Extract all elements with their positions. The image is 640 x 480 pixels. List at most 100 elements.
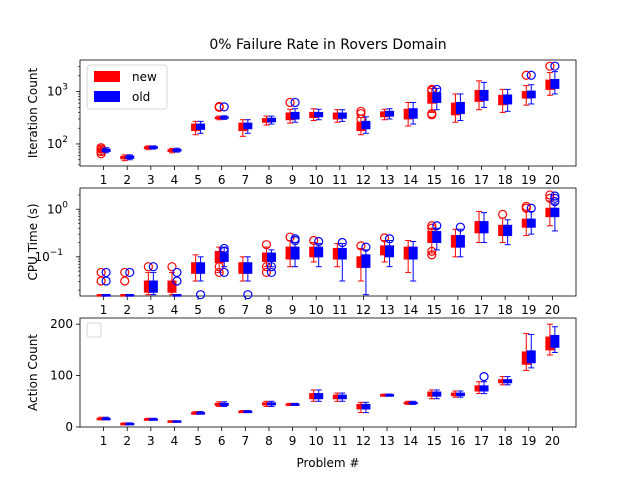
box-old-19 [526,70,536,105]
box-old-8 [266,400,276,407]
outlier-point [379,233,390,243]
box-old-19 [526,333,536,369]
box-old-6 [219,243,229,278]
box-old-5 [196,120,206,134]
x-tick-label: 7 [242,434,250,448]
x-tick-label: 1 [100,173,108,187]
x-tick-label: 12 [356,173,371,187]
x-tick-label: 1 [100,434,108,448]
box-new-1 [96,267,106,297]
outlier-point [545,61,555,71]
box-old-1 [101,147,111,154]
box-old-14 [408,101,418,125]
plot-frame [79,187,577,297]
x-tick-label: 4 [171,434,179,448]
box-old-13 [384,234,395,268]
outlier-point [309,235,319,246]
box-iqr [550,334,560,348]
x-tick-label: 4 [171,303,179,317]
x-tick-label: 5 [194,434,202,448]
box-old-3 [148,417,158,421]
outlier-point [545,193,555,203]
box-old-10 [314,108,324,121]
x-tick-label: 19 [521,434,536,448]
outlier-point [314,236,324,247]
x-tick-label: 10 [309,303,324,317]
outlier-point [172,267,182,278]
x-axis-label: Problem # [297,456,360,470]
outlier-point [214,101,224,112]
x-tick-label: 10 [309,434,324,448]
outlier-point [550,196,560,207]
box-old-18 [503,376,513,386]
box-old-11 [337,392,347,402]
outlier-point [455,222,466,232]
box-new-19 [521,70,531,106]
x-tick-label: 18 [498,434,513,448]
outlier-point [356,106,366,116]
x-tick-label: 11 [332,434,347,448]
outlier-point [285,97,295,108]
box-old-11 [337,109,347,122]
box-old-9 [290,402,300,406]
plot-frame [79,317,577,428]
x-tick-label: 20 [545,173,560,187]
chart-title: 0% Failure Rate in Rovers Domain [209,37,446,53]
box-old-12 [361,242,371,296]
x-tick-label: 13 [379,303,394,317]
box-old-5 [195,256,206,300]
x-tick-label: 8 [265,303,273,317]
box-old-16 [455,222,466,258]
x-tick-label: 2 [123,303,131,317]
legend-label-new: new [132,70,157,84]
box-iqr [455,101,465,115]
x-tick-label: 7 [242,303,250,317]
box-old-14 [408,400,418,405]
box-old-10 [314,236,324,268]
x-tick-label: 5 [194,303,202,317]
outlier-point [120,267,130,278]
outlier-point [432,84,442,94]
y-axis-label: Iteration Count [26,68,40,159]
legend-swatch-new [94,71,120,82]
box-new-20 [545,323,555,356]
outlier-point [427,108,437,119]
outlier-point [427,84,437,94]
box-old-3 [148,145,158,150]
box-iqr [479,385,489,392]
box-iqr [455,235,465,248]
box-new-17 [474,80,484,111]
outlier-point [356,241,366,251]
box-old-1 [101,416,111,421]
x-tick-label: 9 [289,173,297,187]
x-tick-label: 7 [242,173,250,187]
box-iqr [167,280,177,293]
box-iqr [243,262,253,274]
x-tick-label: 11 [332,303,347,317]
outlier-point [120,276,130,286]
outlier-point [427,221,437,231]
box-old-8 [266,115,276,125]
x-tick-label: 19 [521,303,536,317]
outlier-point [96,149,106,159]
box-old-6 [219,401,229,407]
outlier-point [550,193,560,203]
box-old-13 [385,108,395,120]
box-old-20 [550,61,560,95]
outlier-point [550,191,560,201]
y-tick-label: 103 [47,83,68,99]
box-old-17 [479,372,489,395]
box-old-13 [385,393,395,397]
legend-empty [86,322,102,338]
y-tick-label: 100 [47,200,68,216]
x-tick-label: 16 [450,173,465,187]
outlier-point [101,276,111,286]
x-tick-label: 10 [309,173,324,187]
outlier-point [101,267,111,278]
box-new-4 [167,262,177,296]
box-old-15 [432,389,442,400]
box-old-14 [408,240,418,282]
